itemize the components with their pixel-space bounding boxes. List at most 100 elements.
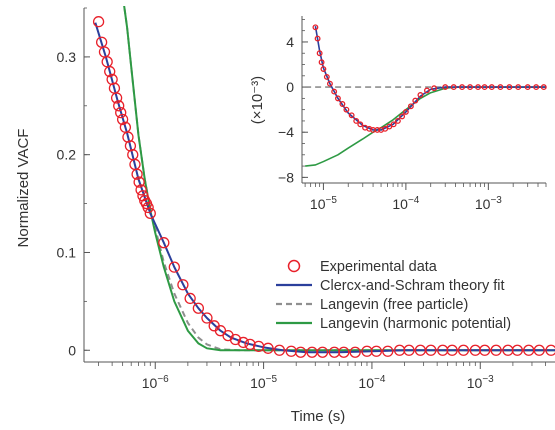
data-point (201, 312, 213, 324)
data-point (533, 84, 540, 91)
data-point (331, 88, 338, 95)
data-point (339, 101, 346, 107)
data-point (348, 112, 355, 119)
data-point (382, 345, 394, 357)
data-point (229, 333, 242, 346)
data-point (110, 92, 123, 104)
data-point (92, 16, 105, 28)
data-point (357, 121, 364, 128)
data-point (442, 84, 449, 91)
data-point (192, 302, 205, 314)
data-point (515, 84, 522, 91)
legend-label: Langevin (free particle) (320, 297, 468, 313)
data-point (446, 344, 458, 356)
data-point (540, 84, 547, 91)
main-plot: 0 0.1 0.2 0.3 10−6 10−5 10−4 10−3 Time (s) Normal… (15, 6, 555, 425)
data-point (524, 84, 531, 91)
data-point (382, 125, 389, 132)
data-point (295, 346, 307, 358)
data-point (320, 66, 327, 72)
data-point (168, 261, 180, 273)
data-point (423, 87, 430, 94)
data-point (450, 84, 457, 91)
data-point (467, 84, 474, 91)
data-point (374, 127, 381, 133)
data-point (104, 65, 116, 78)
data-point (506, 84, 513, 91)
data-point (479, 344, 491, 356)
data-point (318, 59, 325, 66)
data-point (403, 344, 415, 356)
data-point (545, 344, 555, 356)
data-point (511, 344, 524, 356)
data-point (326, 80, 333, 87)
data-point (353, 117, 360, 124)
y-tick-label: −8 (278, 169, 294, 185)
data-point (490, 344, 502, 356)
y-tick-label: 4 (286, 34, 294, 50)
data-point (431, 85, 438, 92)
data-point (158, 237, 170, 249)
data-point (115, 106, 127, 119)
data-point (334, 95, 341, 102)
x-axis-title: Time (s) (291, 408, 345, 425)
data-point (386, 123, 393, 130)
data-point (131, 168, 143, 180)
data-point (314, 35, 321, 42)
data-point (343, 106, 350, 113)
data-point (244, 338, 256, 351)
legend: Experimental data Clercx-and-Schram theor… (276, 259, 511, 332)
y-tick-label: 0.2 (57, 147, 77, 163)
x-tick-label: 10−5 (250, 374, 277, 391)
series-line (123, 6, 555, 352)
data-point (133, 176, 145, 188)
data-point (349, 346, 361, 358)
x-tick-label: 10−5 (310, 195, 337, 212)
legend-label: Langevin (harmonic potential) (320, 316, 511, 332)
x-tick-label: 10−4 (392, 195, 419, 212)
x-tick-label: 10−3 (475, 195, 502, 212)
data-point (113, 100, 125, 112)
data-point (370, 345, 383, 357)
legend-label: Experimental data (320, 259, 438, 275)
data-point (135, 184, 147, 196)
data-point (142, 201, 154, 214)
data-point (488, 84, 495, 91)
data-point (497, 84, 504, 91)
data-point (407, 103, 414, 110)
data-point (316, 50, 323, 57)
plot-area (92, 6, 555, 358)
data-point (459, 84, 466, 91)
data-point (177, 279, 189, 291)
plot-area (305, 24, 547, 167)
data-point (475, 84, 481, 91)
y-axis-title: (×10⁻³) (249, 76, 266, 124)
data-point (338, 346, 350, 358)
data-point (390, 121, 397, 128)
data-point (425, 344, 437, 356)
data-point (323, 73, 330, 80)
x-tick-label: 10−3 (467, 374, 494, 391)
y-tick-label: 0.1 (57, 244, 77, 260)
data-point (417, 92, 424, 98)
x-tick-label: 10−4 (358, 374, 385, 391)
data-point (412, 97, 419, 104)
inset-plot: 4 0 −4 −8 10−5 10−4 10−3 (×10⁻³) (249, 6, 555, 218)
data-point (273, 344, 286, 356)
data-point (184, 292, 196, 305)
data-point (237, 336, 249, 349)
y-tick-label: 0.3 (57, 49, 77, 65)
legend-marker (287, 259, 301, 273)
data-point (262, 342, 274, 354)
data-point (402, 108, 409, 115)
data-point (457, 344, 470, 356)
y-tick-label: 0 (68, 342, 76, 358)
legend-label: Clercx-and-Schram theory fit (320, 278, 505, 294)
y-tick-label: −4 (278, 124, 294, 140)
data-point (394, 117, 401, 124)
data-point (144, 207, 156, 220)
y-axis-title: Normalized VACF (15, 129, 32, 248)
x-tick-label: 10−6 (142, 374, 169, 391)
data-point (481, 84, 488, 91)
